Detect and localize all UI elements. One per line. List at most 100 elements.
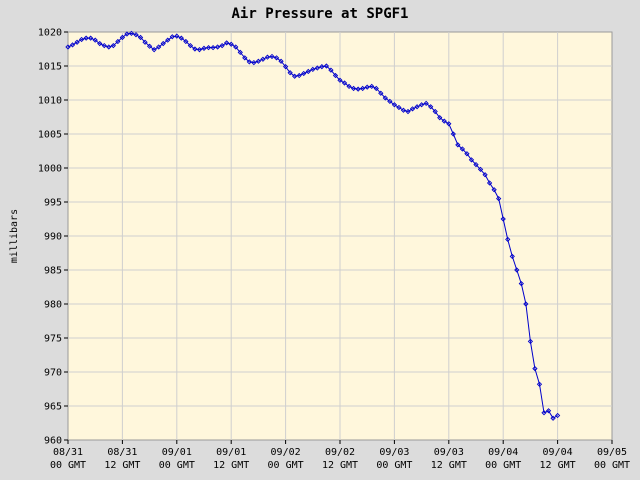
x-tick-label-time: 12 GMT	[540, 460, 576, 471]
data-point	[133, 32, 139, 38]
data-point	[418, 102, 425, 108]
y-axis-ticks: 960 965 970 975 980 985 990 995 1000 1005 1010 1015…	[38, 28, 68, 447]
x-tick-label-date: 09/03	[434, 447, 464, 458]
data-point	[405, 108, 411, 115]
data-point	[242, 55, 248, 61]
data-point	[346, 83, 352, 90]
data-point	[156, 44, 162, 50]
data-point	[219, 42, 225, 49]
x-tick-label-date: 09/01	[216, 447, 246, 458]
y-tick-label: 990	[44, 232, 62, 243]
y-tick-label: 1010	[38, 96, 62, 107]
data-point	[373, 85, 379, 92]
data-point	[341, 80, 348, 86]
series-line	[67, 32, 558, 419]
y-tick-label: 965	[44, 402, 62, 413]
data-point	[178, 35, 184, 41]
y-tick-label: 985	[44, 266, 62, 277]
data-point	[88, 35, 94, 41]
data-point	[314, 65, 320, 71]
data-point	[332, 72, 339, 79]
data-point	[455, 142, 461, 148]
y-axis-label: millibars	[9, 209, 20, 263]
data-point	[151, 47, 157, 53]
data-point	[482, 172, 488, 178]
y-tick-label: 1015	[38, 62, 62, 73]
data-point	[468, 157, 475, 163]
data-point	[260, 56, 266, 62]
series-group	[65, 30, 561, 421]
data-point	[536, 381, 543, 387]
data-point	[323, 63, 330, 69]
data-point	[187, 42, 194, 49]
data-point	[441, 118, 447, 124]
data-point	[400, 107, 407, 113]
y-tick-label: 1005	[38, 130, 62, 141]
data-point	[414, 104, 420, 110]
data-point	[423, 100, 429, 107]
data-point	[264, 54, 271, 60]
data-point	[505, 236, 511, 243]
y-tick-label: 980	[44, 300, 62, 311]
data-point	[464, 151, 470, 157]
data-point	[541, 410, 547, 416]
data-point	[255, 58, 262, 64]
data-point	[214, 44, 221, 50]
data-point	[437, 115, 443, 121]
data-point	[233, 44, 239, 50]
data-point	[92, 37, 98, 43]
data-point	[278, 58, 284, 64]
data-point	[282, 64, 289, 70]
data-point	[251, 59, 257, 66]
x-axis-ticks: 08/31 00 GMT 08/31 12 GMT 09/01 00 GMT 09/01 12…	[50, 440, 630, 471]
data-point	[319, 64, 325, 70]
data-point	[224, 40, 230, 46]
data-point	[364, 84, 370, 90]
data-point	[97, 40, 103, 47]
x-tick-label-time: 00 GMT	[159, 460, 195, 471]
x-tick-label-time: 00 GMT	[268, 460, 304, 471]
x-tick-label-time: 12 GMT	[104, 460, 140, 471]
data-point	[350, 85, 357, 92]
data-point	[196, 47, 203, 53]
data-point	[532, 365, 538, 372]
x-tick-label-time: 12 GMT	[213, 460, 249, 471]
data-point	[328, 67, 334, 73]
data-point	[124, 31, 130, 37]
data-point	[69, 42, 76, 48]
data-point	[201, 45, 207, 51]
data-point	[446, 121, 452, 127]
data-point	[174, 33, 180, 39]
data-point	[237, 49, 243, 56]
data-point	[554, 412, 561, 419]
data-point	[360, 85, 366, 92]
data-point	[486, 180, 493, 186]
x-tick-label-date: 09/04	[543, 447, 573, 458]
x-tick-label-time: 12 GMT	[431, 460, 467, 471]
y-tick-label: 970	[44, 368, 62, 379]
data-point	[523, 301, 529, 307]
data-point	[432, 108, 438, 115]
data-point	[500, 216, 506, 222]
x-tick-label-date: 09/01	[162, 447, 192, 458]
chart-title: Air Pressure at SPGF1	[231, 6, 408, 22]
y-tick-label: 960	[44, 436, 62, 447]
data-point	[119, 34, 126, 41]
data-point	[228, 41, 234, 47]
data-point	[545, 408, 552, 414]
data-point	[74, 39, 80, 45]
y-tick-label: 1020	[38, 28, 62, 39]
x-tick-label-date: 09/03	[379, 447, 409, 458]
data-point	[459, 146, 466, 152]
data-point	[128, 30, 135, 36]
x-tick-label-date: 09/02	[325, 447, 355, 458]
data-point	[165, 37, 171, 43]
data-point	[110, 42, 116, 49]
data-point	[527, 338, 534, 345]
y-tick-label: 1000	[38, 164, 62, 175]
x-tick-label-date: 09/02	[271, 447, 301, 458]
y-tick-label: 995	[44, 198, 62, 209]
data-point	[355, 86, 361, 92]
data-point	[509, 253, 515, 260]
